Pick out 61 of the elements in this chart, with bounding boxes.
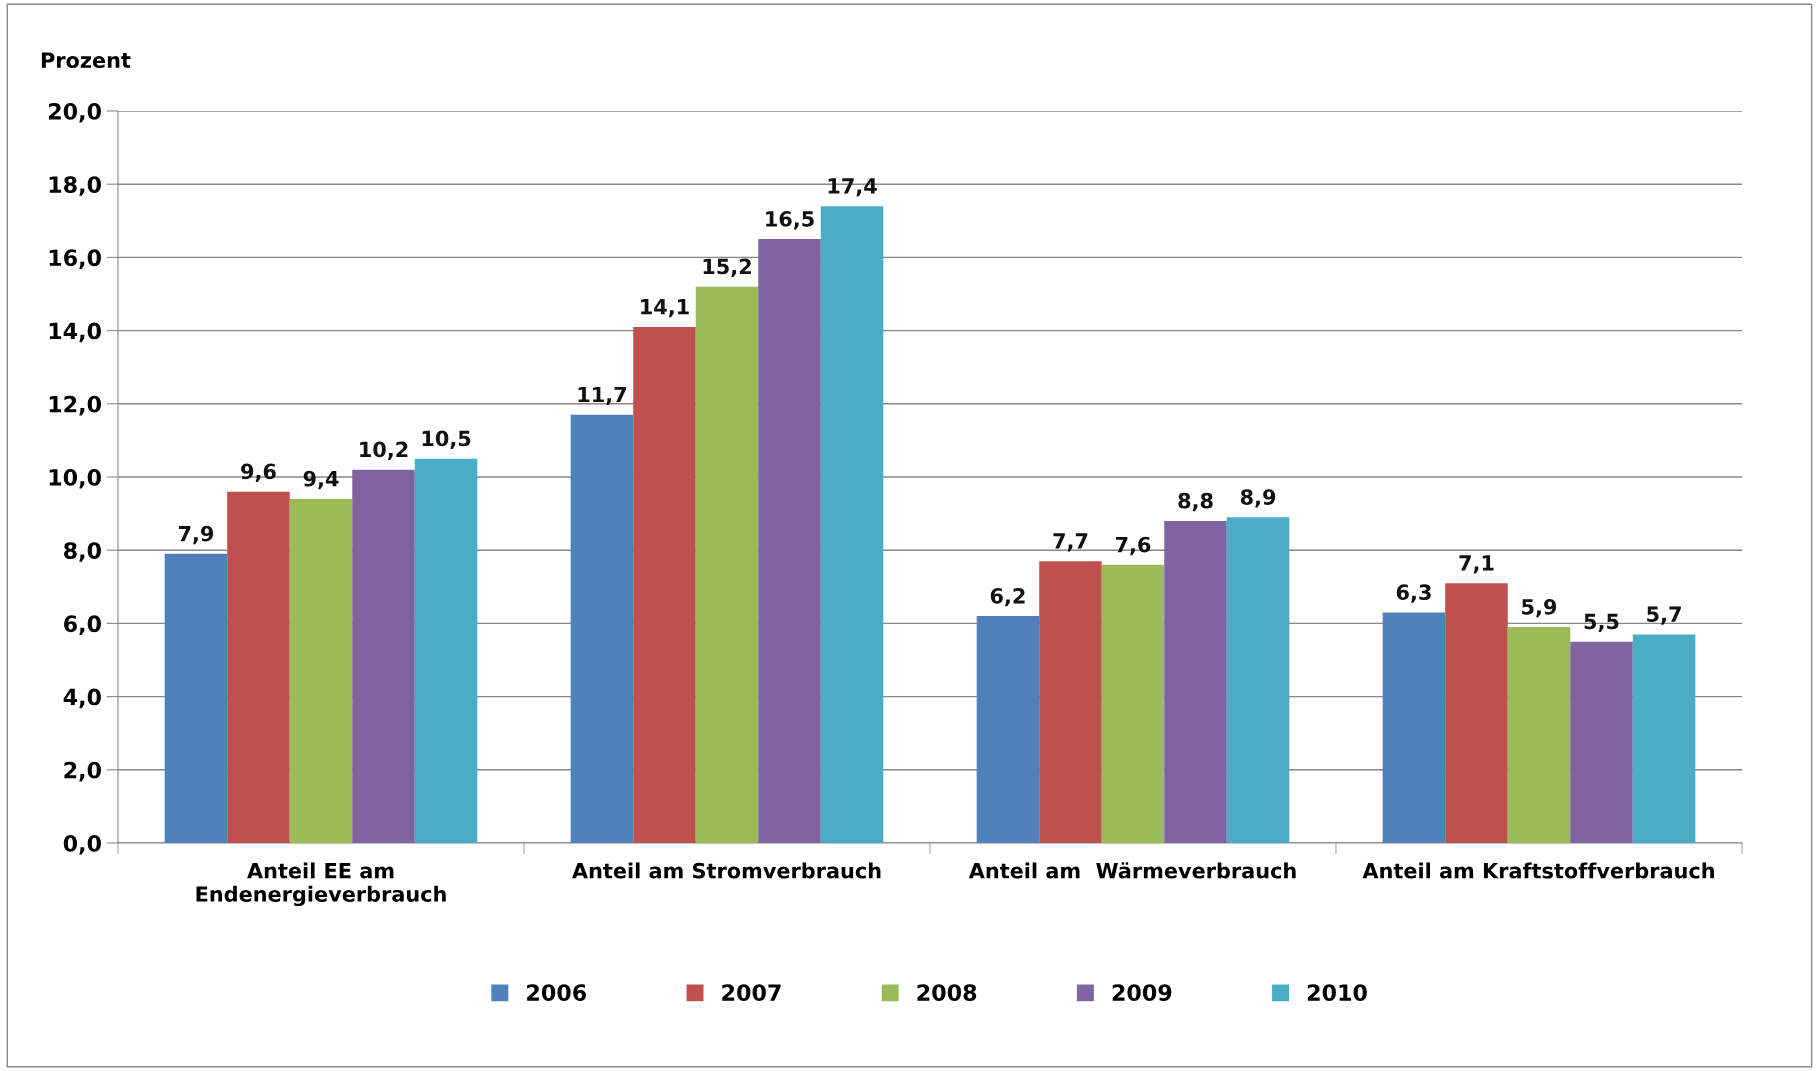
x-tick-label: Anteil EE am Endenergieverbrauch — [196, 862, 446, 907]
bar — [758, 239, 821, 843]
y-tick-label: 6,0 — [64, 615, 101, 635]
legend-label: 2009 — [1112, 984, 1172, 1001]
bar — [289, 498, 353, 843]
data-label: 9,6 — [241, 463, 276, 482]
data-label: 7,6 — [1115, 536, 1151, 556]
bar — [227, 491, 290, 843]
legend-label: 2007 — [722, 984, 781, 1001]
y-tick-label: 18,0 — [49, 176, 101, 196]
data-label: 16,5 — [766, 210, 814, 230]
legend-label: 2010 — [1307, 984, 1367, 1001]
data-label: 7,7 — [1053, 533, 1088, 552]
bar — [1507, 627, 1571, 843]
data-label: 17,4 — [828, 178, 877, 197]
y-tick-label: 8,0 — [64, 542, 101, 562]
data-label: 10,2 — [360, 441, 408, 460]
y-tick-label: 14,0 — [49, 322, 101, 343]
data-label: 8,8 — [1178, 492, 1213, 512]
data-label: 5,9 — [1522, 598, 1557, 618]
bar — [1445, 583, 1508, 843]
y-tick-label: 12,0 — [49, 395, 101, 416]
y-tick-label: 2,0 — [64, 761, 101, 782]
bar — [1101, 564, 1165, 843]
legend-label: 2006 — [527, 984, 587, 1001]
bar — [1226, 517, 1290, 843]
bar — [164, 553, 228, 843]
legend-label: 2008 — [917, 984, 977, 1001]
bar — [1632, 634, 1696, 843]
y-tick-label: 16,0 — [49, 249, 101, 269]
data-label: 7,9 — [178, 525, 214, 545]
data-label: 9,4 — [303, 470, 339, 490]
bar — [1039, 561, 1102, 843]
x-tick-label: Anteil am Kraftstoffverbrauch — [1362, 862, 1714, 879]
y-axis-title: Prozent — [41, 52, 131, 69]
bar — [570, 414, 634, 843]
x-tick-label: Anteil am Wärmeverbrauch — [968, 862, 1296, 879]
bar — [414, 458, 478, 843]
y-tick-label: 10,0 — [49, 468, 101, 489]
data-label: 14,1 — [641, 299, 689, 318]
data-label: 5,5 — [1584, 613, 1619, 632]
bar — [820, 206, 884, 843]
bar — [633, 326, 696, 843]
data-label: 6,2 — [990, 587, 1025, 607]
data-label: 7,1 — [1459, 555, 1494, 574]
bar — [1570, 641, 1633, 843]
y-tick-label: 0,0 — [63, 834, 101, 855]
y-tick-label: 4,0 — [63, 688, 101, 709]
bar — [352, 469, 415, 843]
data-label: 11,7 — [578, 386, 626, 406]
bar — [976, 616, 1040, 843]
x-tick-label: Anteil am Stromverbrauch — [572, 862, 881, 879]
y-tick-label: 20,0 — [48, 102, 101, 123]
data-label: 5,7 — [1647, 606, 1681, 625]
data-label: 6,3 — [1396, 584, 1431, 603]
bar — [1164, 520, 1227, 843]
bar — [695, 286, 759, 843]
data-label: 15,2 — [703, 258, 751, 277]
data-label: 10,5 — [422, 430, 471, 449]
data-label: 8,9 — [1240, 489, 1276, 508]
bar — [1382, 612, 1446, 843]
